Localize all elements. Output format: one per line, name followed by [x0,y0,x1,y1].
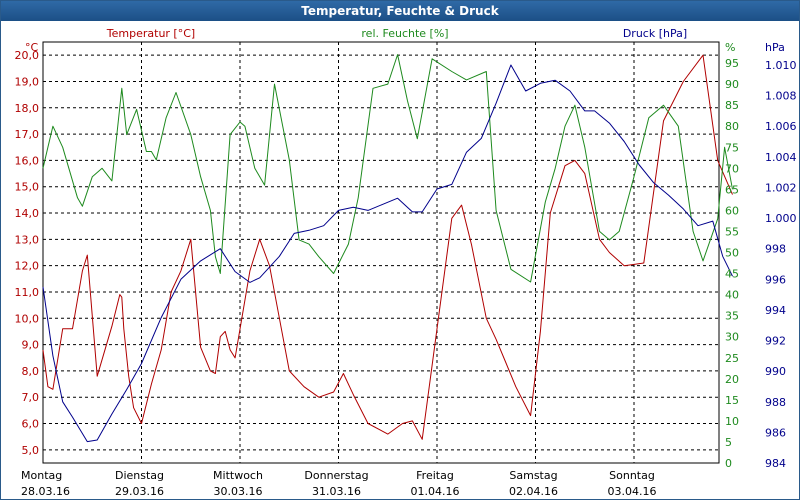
humidity-ticks: 0 5 10 15 20 25 30 35 40 45 50 55 60 65 70 75 80 85 90 95 [725,57,739,470]
temperature-tick-label: 17,0 [15,128,40,141]
pressure-tick-label: 1.006 [765,120,797,133]
humidity-tick-label: 50 [725,247,739,260]
humidity-tick-label: 55 [725,225,739,238]
pressure-axis-label: Druck [hPa] [623,27,687,40]
x-day-label: Samstag [509,469,557,482]
temperature-tick-label: 8,0 [22,365,40,378]
plot-border [42,41,720,464]
humidity-tick-label: 60 [725,204,739,217]
humidity-unit-label: % [725,41,735,54]
humidity-tick-label: 0 [725,457,732,470]
temperature-tick-label: 20,0 [15,49,40,62]
temperature-tick-label: 11,0 [15,286,40,299]
temperature-unit-label: °C [25,41,39,54]
humidity-tick-label: 20 [725,373,739,386]
pressure-tick-label: 998 [765,243,786,256]
pressure-tick-label: 990 [765,365,786,378]
temperature-tick-label: 16,0 [15,154,40,167]
humidity-tick-label: 80 [725,120,739,133]
humidity-tick-label: 85 [725,99,739,112]
grid-lines [43,42,719,463]
x-date-label: 28.03.16 [21,485,70,498]
humidity-tick-label: 45 [725,268,739,281]
x-axis-labels: Montag 28.03.16 Dienstag 29.03.16 Mittwoch 30… [21,469,656,498]
humidity-tick-label: 30 [725,331,739,344]
temperature-tick-label: 15,0 [15,181,40,194]
pressure-tick-label: 984 [765,457,786,470]
x-day-label: Donnerstag [304,469,368,482]
pressure-tick-label: 986 [765,426,786,439]
x-day-label: Sonntag [609,469,655,482]
pressure-series-line [42,64,733,443]
humidity-axis-label: rel. Feuchte [%] [361,27,448,40]
x-day-label: Mittwoch [213,469,263,482]
x-date-label: 31.03.16 [312,485,361,498]
pressure-tick-label: 1.010 [765,59,797,72]
x-day-label: Dienstag [115,469,164,482]
humidity-tick-label: 15 [725,394,739,407]
x-date-label: 03.04.16 [608,485,657,498]
temperature-series-line [42,54,733,440]
humidity-tick-label: 95 [725,57,739,70]
pressure-tick-label: 1.008 [765,90,797,103]
x-date-label: 30.03.16 [214,485,263,498]
pressure-tick-label: 1.004 [765,151,797,164]
x-day-label: Freitag [416,469,454,482]
pressure-tick-label: 992 [765,335,786,348]
humidity-series-line [42,54,733,283]
pressure-unit-label: hPa [765,41,785,54]
humidity-tick-label: 35 [725,310,739,323]
temperature-tick-label: 18,0 [15,102,40,115]
pressure-ticks: 984 986 988 990 992 994 996 998 1.000 1.002 1.004 1… [765,59,797,470]
pressure-tick-label: 996 [765,273,786,286]
temperature-tick-label: 5,0 [22,444,40,457]
temperature-tick-label: 19,0 [15,75,40,88]
pressure-tick-label: 994 [765,304,786,317]
humidity-tick-label: 70 [725,162,739,175]
temperature-tick-label: 14,0 [15,207,40,220]
humidity-tick-label: 10 [725,415,739,428]
x-day-label: Montag [21,469,62,482]
x-date-label: 29.03.16 [115,485,164,498]
humidity-tick-label: 75 [725,141,739,154]
temperature-tick-label: 9,0 [22,339,40,352]
humidity-tick-label: 40 [725,289,739,302]
chart-title: Temperatur, Feuchte & Druck [1,1,799,21]
series-lines [42,54,733,443]
x-date-label: 01.04.16 [411,485,460,498]
temperature-tick-label: 6,0 [22,418,40,431]
pressure-tick-label: 988 [765,396,786,409]
x-date-label: 02.04.16 [509,485,558,498]
temperature-axis-label: Temperatur [°C] [106,27,195,40]
temperature-tick-label: 13,0 [15,233,40,246]
temperature-tick-label: 12,0 [15,260,40,273]
humidity-tick-label: 25 [725,352,739,365]
humidity-tick-label: 90 [725,78,739,91]
temperature-tick-label: 10,0 [15,312,40,325]
pressure-tick-label: 1.000 [765,212,797,225]
temperature-tick-label: 7,0 [22,391,40,404]
pressure-tick-label: 1.002 [765,181,797,194]
humidity-tick-label: 65 [725,183,739,196]
plot-area [42,41,720,464]
humidity-tick-label: 5 [725,436,732,449]
temperature-ticks: 5,0 6,0 7,0 8,0 9,0 10,0 11,0 12,0 13,0 14,0 15,0 1… [15,49,40,457]
